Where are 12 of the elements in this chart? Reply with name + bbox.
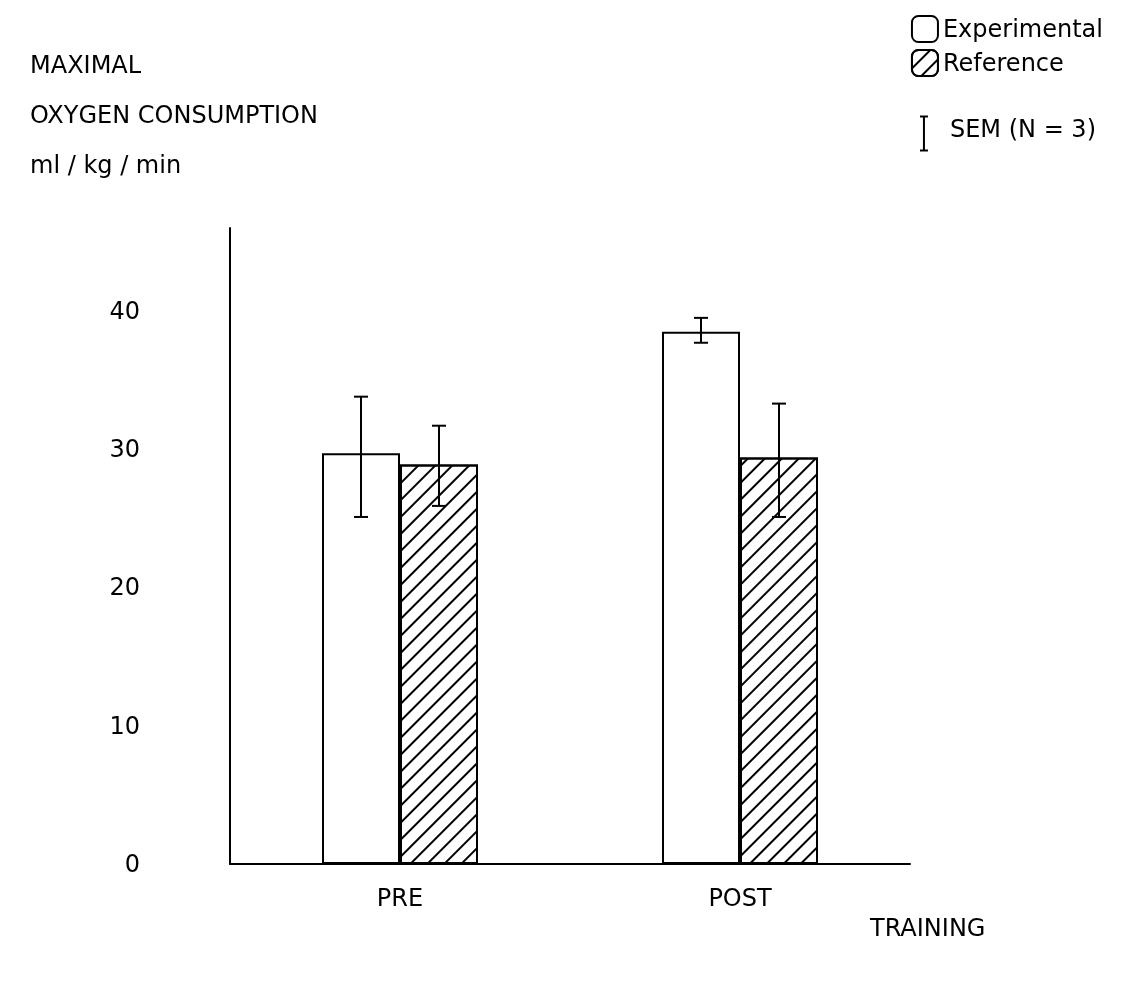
y-tick-label: 40 [109,296,140,325]
text: SEM (N = 3) [949,114,1097,143]
y-axis-title: MAXIMAL OXYGEN CONSUMPTION ml / kg / min [30,51,318,179]
y-tick-label: 0 [124,850,140,878]
legend-label: Reference [942,49,1064,77]
y-tick-label: 20 [109,573,140,602]
x-axis-title: TRAINING [869,914,986,942]
y-tick-label: 10 [109,711,140,740]
x-tick-label: POST [708,884,772,912]
x-tick-label: PRE [376,884,424,912]
y-tick-label: 30 [109,435,140,464]
legend-label: Experimental [942,15,1103,43]
